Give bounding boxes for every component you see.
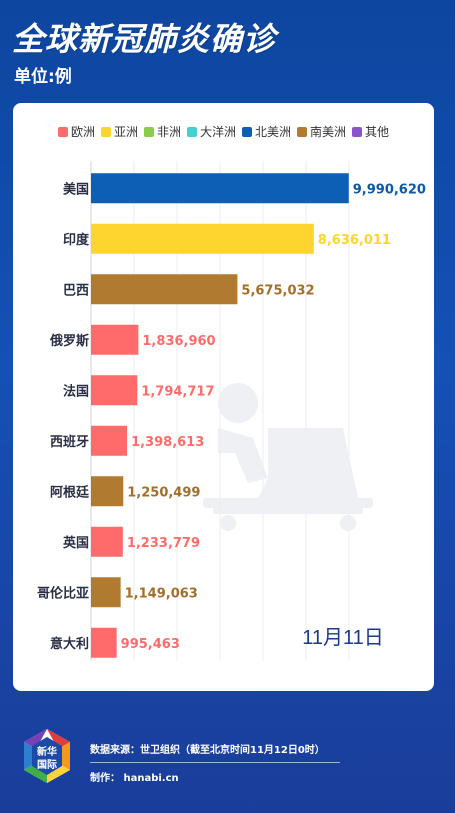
- bar[interactable]: [91, 577, 121, 608]
- data-source-text: 数据来源：世卫组织（截至北京时间11月12日0时）: [90, 745, 325, 756]
- category-label: 巴西: [63, 283, 89, 298]
- unit-label: 单位:例: [14, 67, 72, 87]
- value-label: 1,794,717: [141, 384, 214, 399]
- bar[interactable]: [91, 476, 124, 507]
- legend-swatch: [143, 126, 154, 137]
- legend-item-north-america[interactable]: 北美洲: [242, 123, 291, 140]
- date-label: 11月11日: [302, 627, 384, 649]
- chart-card: 欧洲 亚洲 非洲 大洋洲 北美洲 南美洲 其他: [13, 103, 434, 691]
- legend-swatch: [242, 126, 252, 137]
- legend-label: 亚洲: [113, 125, 138, 139]
- legend-swatch: [352, 126, 363, 137]
- xinhua-logo-icon: 新华 国际: [24, 729, 70, 783]
- legend-item-africa[interactable]: 非洲: [143, 123, 181, 140]
- value-label: 1,233,779: [127, 536, 200, 551]
- bar[interactable]: [91, 324, 139, 355]
- legend-swatch: [57, 126, 68, 137]
- category-label: 西班牙: [50, 434, 89, 450]
- bar[interactable]: [91, 425, 128, 456]
- category-label: 阿根廷: [50, 484, 90, 500]
- legend-item-europe[interactable]: 欧洲: [57, 123, 95, 140]
- bar[interactable]: [91, 223, 314, 254]
- legend-item-south-america[interactable]: 南美洲: [297, 123, 346, 140]
- page-title: 全球新冠肺炎确诊: [12, 20, 277, 58]
- bar[interactable]: [91, 274, 238, 305]
- value-label: 1,398,613: [131, 435, 204, 450]
- legend-label: 南美洲: [310, 125, 347, 139]
- legend-label: 大洋洲: [199, 125, 236, 139]
- footer-divider: [90, 762, 340, 763]
- category-label: 法国: [63, 383, 89, 399]
- legend-swatch: [297, 126, 308, 137]
- value-label: 1,149,063: [125, 586, 198, 601]
- legend-item-asia[interactable]: 亚洲: [100, 123, 138, 140]
- legend-label: 其他: [365, 125, 390, 139]
- value-label: 9,990,620: [353, 182, 426, 197]
- legend-swatch: [100, 126, 111, 137]
- legend-label: 非洲: [156, 125, 181, 139]
- value-label: 5,675,032: [241, 283, 314, 298]
- category-label: 哥伦比亚: [37, 585, 89, 601]
- value-label: 995,463: [121, 637, 180, 652]
- category-label: 美国: [63, 181, 89, 197]
- bar[interactable]: [91, 526, 123, 557]
- category-label: 印度: [63, 232, 90, 248]
- category-label: 英国: [62, 535, 89, 551]
- legend-swatch: [186, 126, 197, 137]
- value-label: 8,636,011: [318, 233, 391, 248]
- legend-label: 欧洲: [70, 125, 95, 139]
- bar[interactable]: [91, 375, 138, 406]
- bar-chart: 美国 9,990,620 印度 8,636,011 巴西 5,675,032 俄罗斯 1,83…: [37, 161, 426, 661]
- legend-label: 北美洲: [255, 125, 292, 139]
- legend-item-other[interactable]: 其他: [352, 123, 389, 140]
- value-label: 1,836,960: [142, 334, 215, 349]
- logo-text-bottom: 国际: [37, 759, 57, 771]
- maker-credit: 制作： hanabi.cn: [90, 773, 179, 784]
- bar[interactable]: [91, 173, 349, 204]
- chart-legend: 欧洲 亚洲 非洲 大洋洲 北美洲 南美洲 其他: [13, 123, 434, 140]
- category-label: 意大利: [50, 636, 89, 652]
- category-label: 俄罗斯: [49, 333, 89, 349]
- legend-item-oceania[interactable]: 大洋洲: [186, 123, 236, 140]
- logo-text-top: 新华: [37, 745, 57, 758]
- value-label: 1,250,499: [127, 485, 200, 500]
- watermark-icon: [203, 383, 373, 531]
- bar[interactable]: [91, 627, 117, 658]
